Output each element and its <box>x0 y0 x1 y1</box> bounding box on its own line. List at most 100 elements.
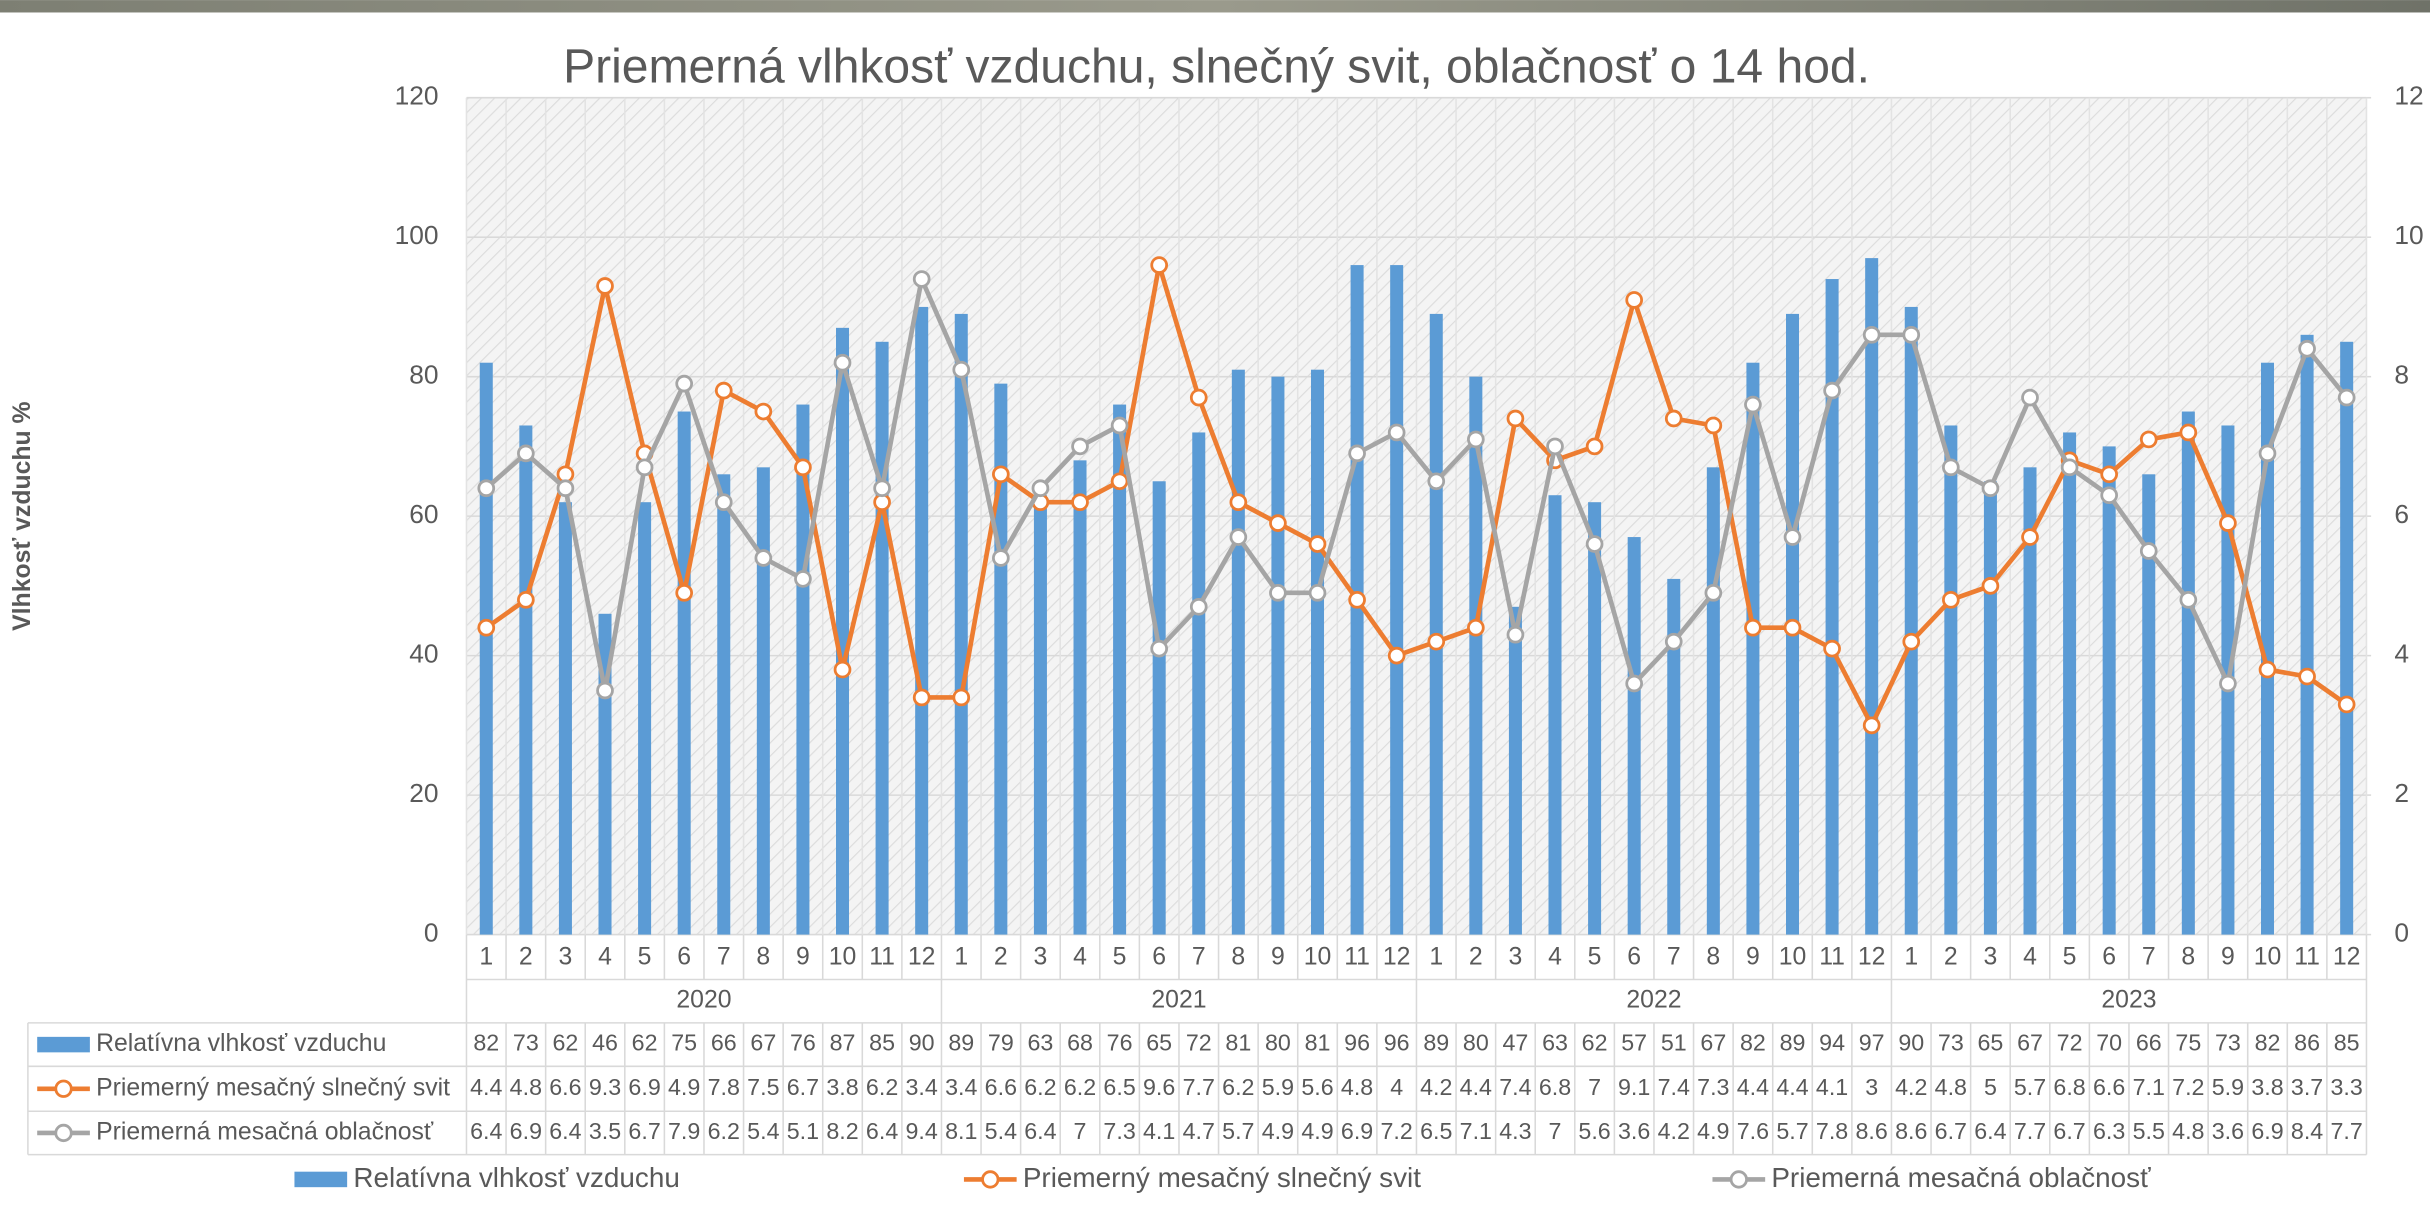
line-marker <box>2219 514 2237 532</box>
table-cell: 70 <box>2096 1030 2122 1056</box>
table-cell: 7.1 <box>2133 1074 2165 1100</box>
table-cell: 76 <box>790 1030 816 1056</box>
table-cell: 3.4 <box>945 1074 977 1100</box>
x-tick-label: 12 <box>1858 943 1886 970</box>
x-tick-label: 11 <box>869 943 895 970</box>
bar <box>994 383 1008 935</box>
x-tick-label: 1 <box>954 943 968 970</box>
line-marker <box>2298 667 2316 686</box>
line-marker <box>1150 639 1169 658</box>
line-marker <box>1229 528 1248 546</box>
x-tick-label: 6 <box>1152 943 1166 970</box>
line-marker <box>2298 339 2316 358</box>
bar <box>1429 313 1443 935</box>
line-marker <box>556 479 575 498</box>
table-cell: 6.2 <box>1222 1074 1254 1100</box>
x-tick-label: 9 <box>1271 943 1285 970</box>
line-marker <box>992 549 1010 567</box>
table-cell: 72 <box>1186 1030 1212 1056</box>
y2-tick-label: 2 <box>2394 778 2409 808</box>
bar <box>558 502 572 935</box>
table-cell: 81 <box>1305 1030 1331 1056</box>
table-cell: 73 <box>513 1030 539 1056</box>
x-tick-label: 5 <box>1113 943 1127 970</box>
x-tick-label: 8 <box>2181 943 2195 970</box>
table-cell: 66 <box>711 1030 737 1056</box>
legend-key <box>1729 1170 1748 1189</box>
table-cell: 4.9 <box>1262 1118 1294 1144</box>
table-cell: 4.8 <box>510 1074 542 1100</box>
bar <box>1983 481 1997 935</box>
table-cell: 7 <box>1549 1118 1562 1144</box>
table-cell: 62 <box>553 1030 579 1056</box>
line-marker <box>1585 437 1604 456</box>
line-marker <box>2219 674 2237 693</box>
bar <box>2340 341 2354 935</box>
x-tick-label: 2 <box>1944 943 1958 970</box>
line-marker <box>2337 388 2356 407</box>
line-marker <box>2021 528 2039 546</box>
table-cell: 6.8 <box>1539 1074 1571 1100</box>
table-cell: 90 <box>909 1030 935 1056</box>
bar <box>638 502 652 935</box>
table-row-label: Relatívna vlhkosť vzduchu <box>96 1030 386 1057</box>
y-tick-label: 100 <box>395 220 439 250</box>
x-tick-label: 3 <box>1509 943 1523 970</box>
bar <box>677 411 691 935</box>
table-cell: 6.3 <box>2093 1118 2125 1144</box>
line-marker <box>1625 291 1644 309</box>
bar <box>2023 467 2037 935</box>
table-cell: 4.8 <box>2172 1118 2204 1144</box>
table-cell: 3.8 <box>2251 1074 2283 1100</box>
line-marker <box>1071 493 1089 512</box>
line-marker <box>2139 430 2158 449</box>
line-marker <box>1942 590 1960 609</box>
table-cell: 7.2 <box>2172 1074 2204 1100</box>
line-marker <box>794 458 812 477</box>
line-marker <box>2179 423 2198 442</box>
line-marker <box>1467 618 1485 637</box>
line-marker <box>714 381 733 400</box>
x-group-label: 2023 <box>2101 987 2156 1014</box>
line-marker <box>596 277 614 295</box>
x-tick-label: 6 <box>677 943 691 970</box>
table-cell: 5.1 <box>787 1118 819 1144</box>
x-tick-label: 11 <box>2294 943 2320 970</box>
table-cell: 67 <box>2017 1030 2043 1056</box>
table-cell: 75 <box>2175 1030 2201 1056</box>
line-marker <box>2100 486 2119 505</box>
line-marker <box>596 681 614 700</box>
table-cell: 62 <box>632 1030 658 1056</box>
line-marker <box>912 688 931 707</box>
bar <box>479 362 493 935</box>
bar <box>2260 362 2275 935</box>
line-marker <box>477 479 496 498</box>
table-cell: 65 <box>1977 1030 2003 1056</box>
y-tick-label: 0 <box>424 918 439 948</box>
bar <box>2102 446 2116 935</box>
table-cell: 73 <box>2215 1030 2241 1056</box>
table-cell: 3 <box>1865 1074 1878 1100</box>
line-marker <box>1783 618 1802 637</box>
x-tick-label: 7 <box>1192 943 1206 970</box>
line-marker <box>1387 423 1406 442</box>
y2-tick-label: 8 <box>2394 360 2409 390</box>
x-tick-label: 2 <box>994 943 1008 970</box>
table-cell: 82 <box>473 1030 499 1056</box>
x-tick-label: 9 <box>796 943 810 970</box>
line-marker <box>2258 660 2277 679</box>
bar <box>796 404 810 935</box>
line-marker <box>1427 472 1446 491</box>
line-marker <box>1189 388 1208 407</box>
bar <box>1390 265 1404 935</box>
x-tick-label: 8 <box>756 943 770 970</box>
table-cell: 5.7 <box>2014 1074 2046 1100</box>
x-tick-label: 5 <box>1588 943 1602 970</box>
y2-tick-label: 12 <box>2394 81 2423 111</box>
x-tick-label: 8 <box>1231 943 1245 970</box>
table-cell: 7.8 <box>708 1074 740 1100</box>
line-marker <box>1902 325 1921 344</box>
table-cell: 6.7 <box>2053 1118 2085 1144</box>
line-marker <box>1229 493 1248 512</box>
bar <box>717 474 731 935</box>
